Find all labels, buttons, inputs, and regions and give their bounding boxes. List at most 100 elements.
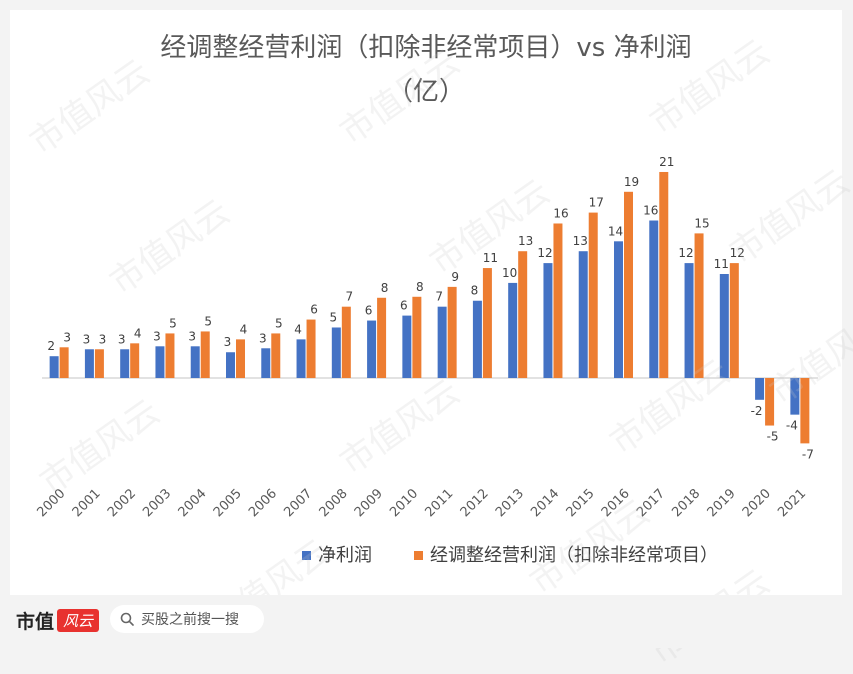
bar-adjusted-profit-2002 bbox=[130, 343, 140, 378]
bar-net-profit-2002 bbox=[120, 349, 130, 378]
bar-net-profit-2001 bbox=[84, 349, 94, 378]
x-tick-label-2013: 2013 bbox=[493, 486, 527, 520]
bar-net-profit-2010 bbox=[402, 315, 412, 378]
bar-net-profit-2009 bbox=[367, 320, 377, 378]
data-label-net-profit-2005: 3 bbox=[224, 335, 232, 349]
bar-adjusted-profit-2021 bbox=[800, 378, 810, 444]
footer-bar: 市值 风云 买股之前搜一搜 bbox=[0, 595, 853, 648]
bar-adjusted-profit-2010 bbox=[412, 296, 422, 378]
data-label-adjusted-profit-2005: 4 bbox=[240, 322, 248, 336]
data-label-adjusted-profit-2003: 5 bbox=[169, 316, 177, 330]
x-tick-label-2016: 2016 bbox=[599, 486, 633, 520]
logo-badge: 风云 bbox=[57, 608, 100, 632]
bar-adjusted-profit-2016 bbox=[624, 191, 633, 378]
bar-adjusted-profit-2020 bbox=[765, 378, 775, 426]
data-label-net-profit-2001: 3 bbox=[83, 332, 91, 346]
bar-net-profit-2000 bbox=[49, 356, 59, 378]
legend-swatch-0 bbox=[302, 551, 311, 560]
data-label-net-profit-2011: 7 bbox=[435, 290, 443, 304]
legend-swatch-1 bbox=[414, 551, 423, 560]
bar-adjusted-profit-2007 bbox=[306, 319, 316, 378]
chart-title-line-2: （亿） bbox=[386, 77, 465, 107]
x-tick-label-2008: 2008 bbox=[317, 486, 351, 520]
data-label-net-profit-2018: 12 bbox=[678, 246, 693, 260]
data-label-net-profit-2000: 2 bbox=[47, 339, 55, 353]
bar-adjusted-profit-2014 bbox=[553, 223, 563, 378]
bar-adjusted-profit-2012 bbox=[482, 268, 492, 378]
bar-net-profit-2015 bbox=[578, 251, 588, 378]
x-tick-label-2011: 2011 bbox=[422, 486, 456, 520]
bar-adjusted-profit-2017 bbox=[659, 171, 669, 378]
x-tick-label-2015: 2015 bbox=[564, 486, 598, 520]
bar-net-profit-2007 bbox=[296, 339, 306, 378]
bar-adjusted-profit-2019 bbox=[729, 263, 739, 378]
data-label-net-profit-2012: 8 bbox=[471, 284, 479, 298]
data-label-adjusted-profit-2007: 6 bbox=[310, 303, 318, 317]
x-tick-label-2005: 2005 bbox=[211, 486, 245, 520]
data-label-adjusted-profit-2020: -5 bbox=[767, 430, 779, 444]
x-tick-label-2014: 2014 bbox=[528, 486, 562, 520]
x-tick-label-2018: 2018 bbox=[669, 486, 703, 520]
legend-label-0: 净利润 bbox=[318, 545, 372, 566]
data-label-adjusted-profit-2011: 9 bbox=[451, 270, 459, 284]
x-tick-label-2012: 2012 bbox=[458, 486, 492, 520]
data-label-adjusted-profit-2006: 5 bbox=[275, 316, 283, 330]
bar-adjusted-profit-2018 bbox=[694, 233, 704, 378]
x-tick-label-2007: 2007 bbox=[281, 486, 315, 520]
bar-adjusted-profit-2011 bbox=[447, 286, 457, 378]
bar-adjusted-profit-2001 bbox=[94, 349, 104, 378]
x-tick-label-2020: 2020 bbox=[740, 486, 774, 520]
bar-net-profit-2020 bbox=[755, 378, 765, 400]
data-label-net-profit-2020: -2 bbox=[751, 404, 763, 418]
data-label-adjusted-profit-2018: 15 bbox=[694, 216, 709, 230]
brand-logo[interactable]: 市值 风云 bbox=[16, 606, 100, 634]
data-label-adjusted-profit-2009: 8 bbox=[381, 281, 389, 295]
data-label-adjusted-profit-2001: 3 bbox=[99, 332, 107, 346]
bar-adjusted-profit-2005 bbox=[236, 339, 245, 378]
search-box[interactable]: 买股之前搜一搜 bbox=[110, 605, 264, 633]
data-label-net-profit-2010: 6 bbox=[400, 299, 408, 313]
data-label-adjusted-profit-2008: 7 bbox=[345, 290, 353, 304]
bar-net-profit-2006 bbox=[261, 348, 271, 378]
data-label-net-profit-2003: 3 bbox=[153, 329, 161, 343]
data-label-adjusted-profit-2012: 11 bbox=[483, 251, 498, 265]
data-label-adjusted-profit-2019: 12 bbox=[730, 246, 745, 260]
data-label-net-profit-2002: 3 bbox=[118, 332, 126, 346]
data-label-net-profit-2015: 13 bbox=[573, 234, 588, 248]
data-label-net-profit-2019: 11 bbox=[714, 257, 729, 271]
data-label-adjusted-profit-2000: 3 bbox=[63, 330, 71, 344]
logo-text: 市值 bbox=[16, 610, 55, 633]
data-label-adjusted-profit-2017: 21 bbox=[659, 155, 674, 169]
x-tick-label-2003: 2003 bbox=[140, 486, 174, 520]
data-label-net-profit-2013: 10 bbox=[502, 266, 517, 280]
x-tick-label-2006: 2006 bbox=[246, 486, 280, 520]
bar-net-profit-2008 bbox=[331, 327, 341, 378]
bar-adjusted-profit-2015 bbox=[588, 212, 598, 378]
data-label-net-profit-2014: 12 bbox=[537, 246, 552, 260]
chart-title-line-1: 经调整经营利润（扣除非经常项目）vs 净利润 bbox=[160, 33, 692, 63]
bar-net-profit-2018 bbox=[684, 263, 694, 378]
data-label-adjusted-profit-2010: 8 bbox=[416, 280, 424, 294]
x-tick-label-2009: 2009 bbox=[352, 486, 386, 520]
data-label-net-profit-2008: 5 bbox=[329, 310, 337, 324]
data-label-adjusted-profit-2016: 19 bbox=[624, 175, 639, 189]
data-label-adjusted-profit-2021: -7 bbox=[802, 447, 814, 461]
bar-adjusted-profit-2000 bbox=[59, 347, 69, 378]
bar-net-profit-2016 bbox=[614, 241, 623, 378]
x-tick-label-2010: 2010 bbox=[387, 486, 421, 520]
bar-net-profit-2017 bbox=[649, 220, 659, 378]
data-label-net-profit-2004: 3 bbox=[188, 329, 196, 343]
bar-net-profit-2004 bbox=[190, 346, 200, 378]
bar-adjusted-profit-2004 bbox=[200, 331, 210, 378]
legend-label-1: 经调整经营利润（扣除非经常项目） bbox=[430, 545, 718, 566]
bar-adjusted-profit-2013 bbox=[518, 251, 528, 378]
bar-adjusted-profit-2008 bbox=[341, 306, 351, 378]
data-label-net-profit-2016: 14 bbox=[608, 224, 623, 238]
chart-title: 经调整经营利润（扣除非经常项目）vs 净利润 （亿） bbox=[10, 26, 842, 114]
bar-net-profit-2012 bbox=[472, 300, 482, 378]
bar-adjusted-profit-2009 bbox=[377, 297, 387, 378]
data-label-net-profit-2006: 3 bbox=[259, 331, 267, 345]
x-tick-label-2001: 2001 bbox=[70, 486, 104, 520]
data-label-adjusted-profit-2013: 13 bbox=[518, 234, 533, 248]
